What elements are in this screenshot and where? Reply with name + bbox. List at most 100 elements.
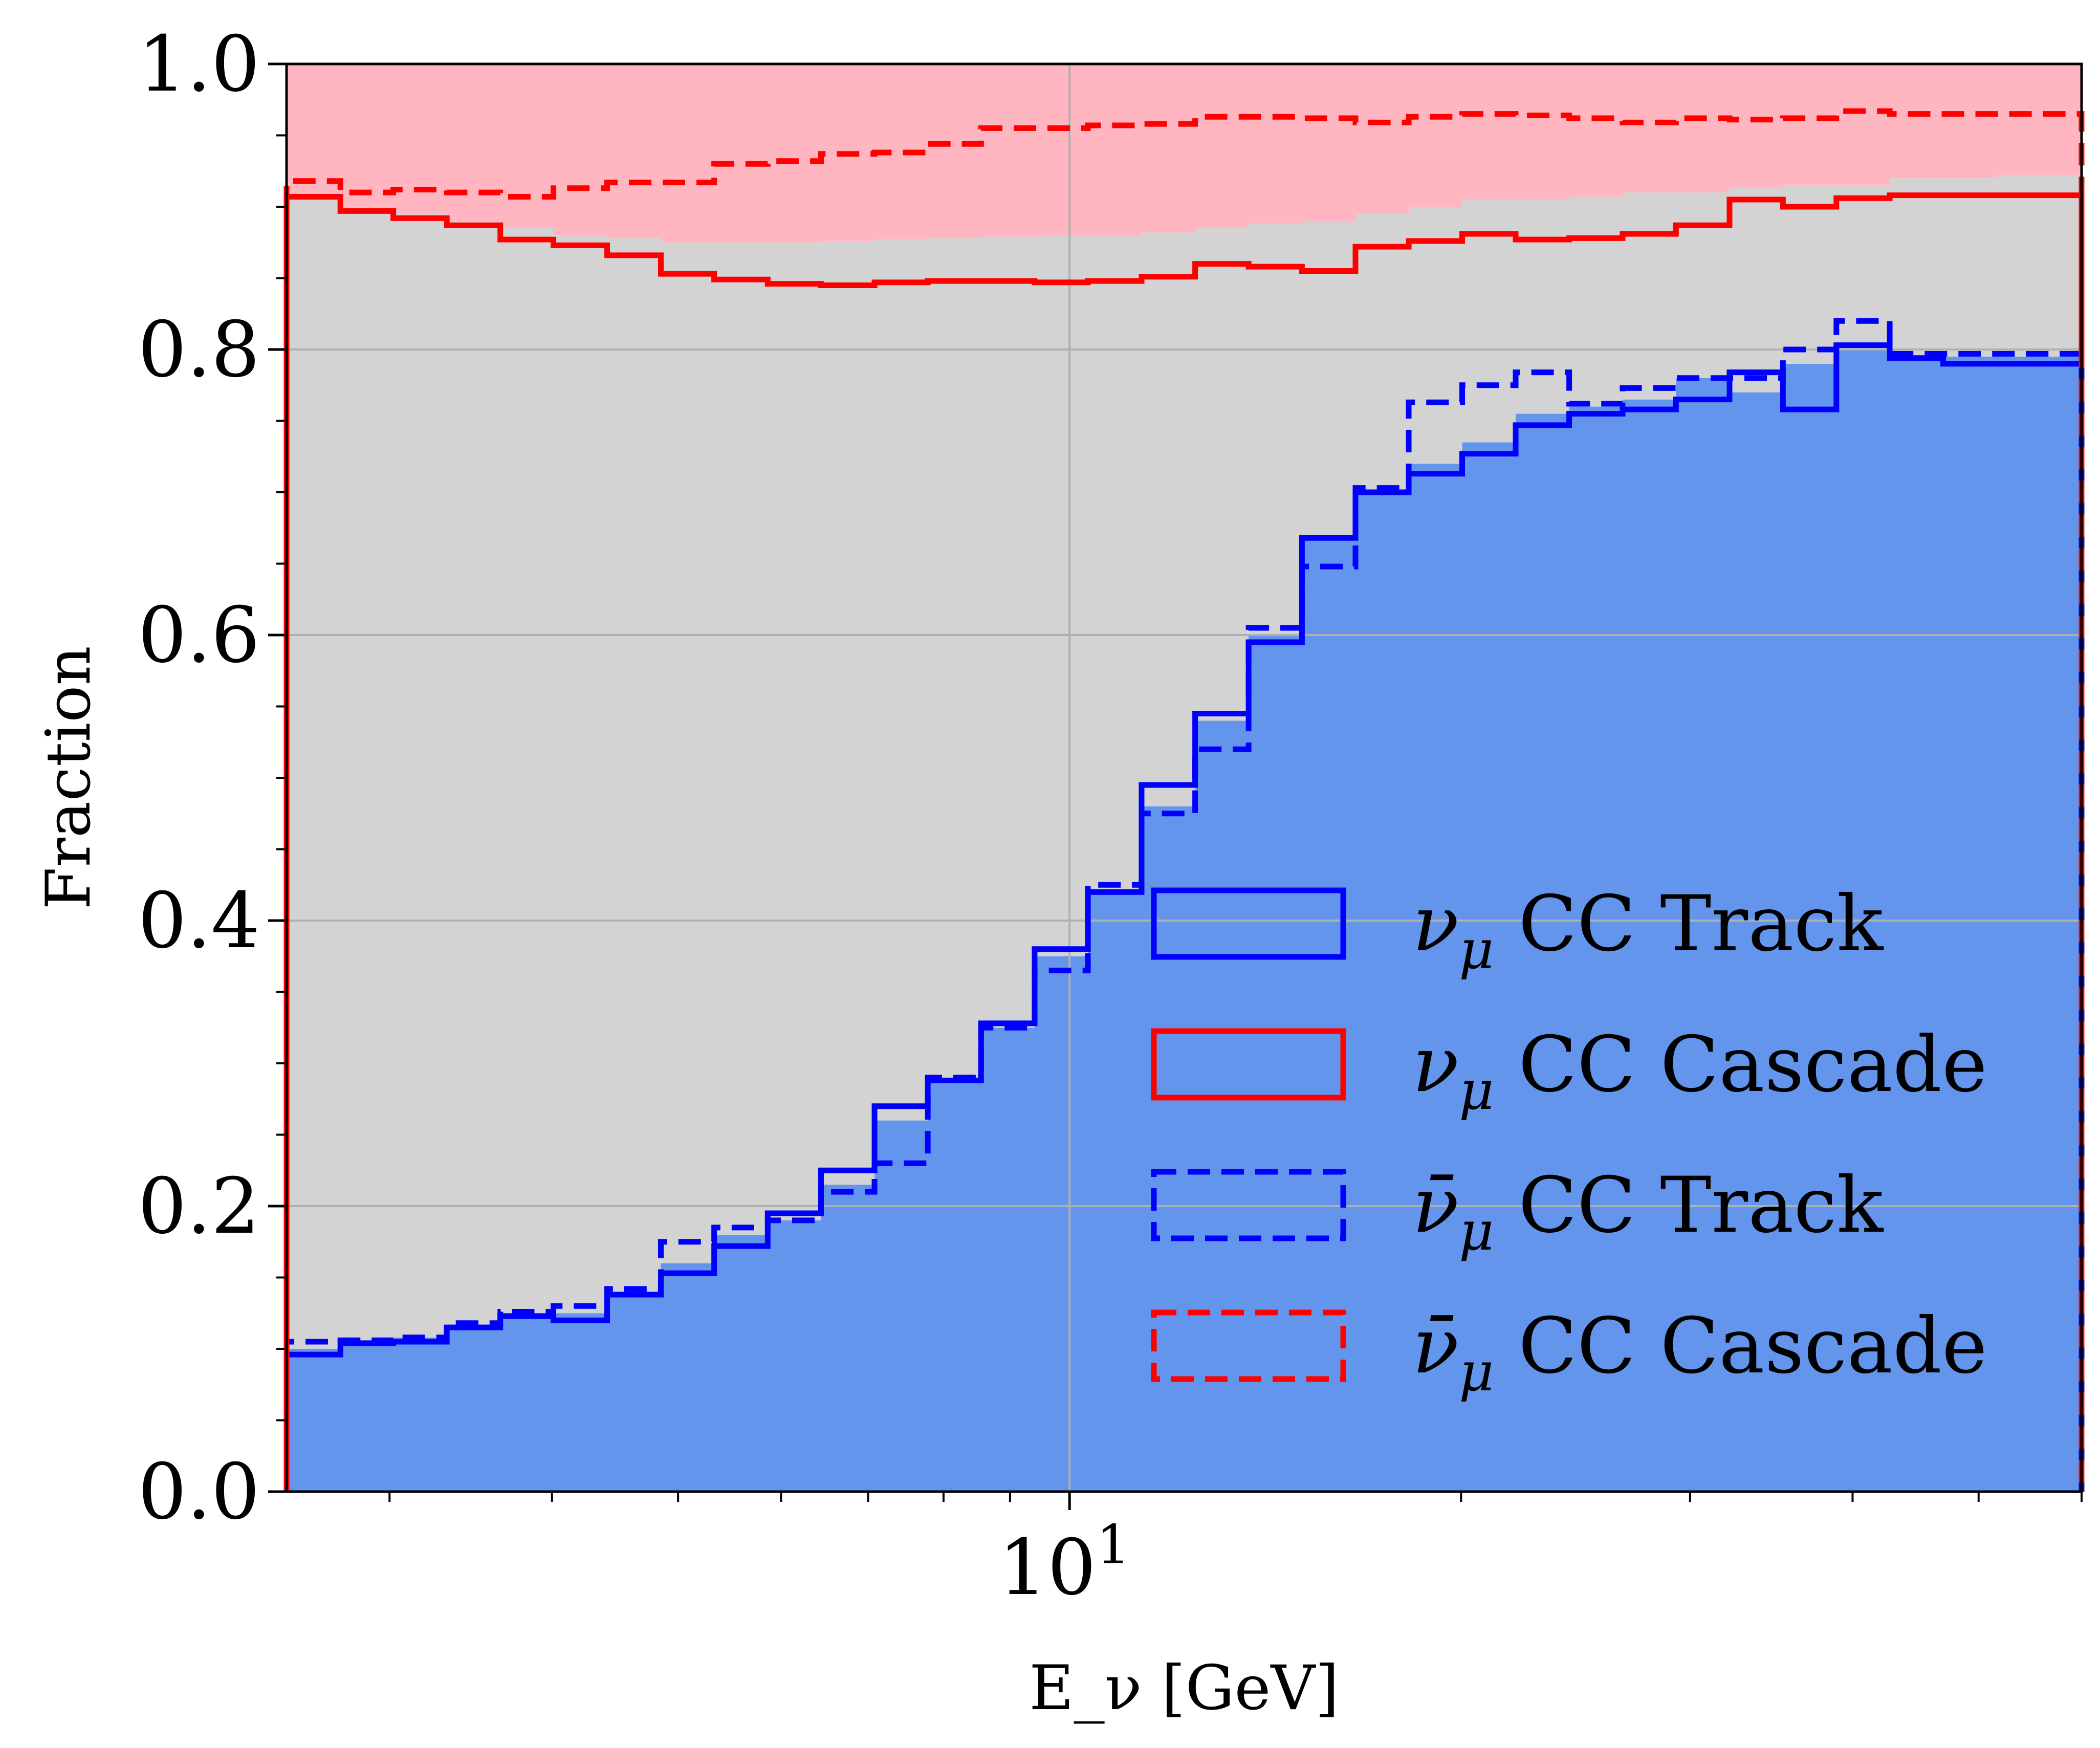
fill-cascade-bin <box>287 64 341 200</box>
fill-track-bin <box>1943 356 1997 1492</box>
fill-track-bin <box>874 1120 928 1492</box>
fill-track-bin <box>340 1342 394 1492</box>
y-tick-label: 0.8 <box>138 305 260 395</box>
fill-middle-bin <box>553 235 608 1314</box>
fill-middle-bin <box>1996 175 2050 357</box>
fill-middle-bin <box>1034 235 1088 956</box>
fill-cascade-bin <box>1836 64 1890 186</box>
fill-middle-bin <box>1836 185 1890 349</box>
fill-middle-bin <box>1462 200 1516 443</box>
fill-track-bin <box>928 1077 981 1492</box>
fill-track-bin <box>1195 720 1249 1492</box>
fill-middle-bin <box>928 238 981 1078</box>
y-axis-title: Fraction <box>33 646 104 910</box>
fill-cascade-bin <box>1569 64 1623 197</box>
fill-middle-bin <box>393 213 447 1338</box>
fill-middle-bin <box>607 238 662 1292</box>
y-tick-label: 0.4 <box>138 877 260 966</box>
fill-middle-bin <box>1569 196 1623 407</box>
fill-middle-bin <box>821 241 875 1185</box>
fill-cascade-bin <box>1034 64 1088 235</box>
legend-label: ν̄μ CC Cascade <box>1412 1302 1987 1403</box>
fill-cascade-bin <box>1088 64 1142 235</box>
y-tick-label: 0.0 <box>138 1448 260 1537</box>
fill-cascade-bin <box>928 64 981 238</box>
fill-track-bin <box>1462 442 1516 1492</box>
fill-cascade-bin <box>1462 64 1516 200</box>
legend-swatch <box>1151 1309 1346 1382</box>
fill-middle-bin <box>1890 178 1944 357</box>
fill-track-bin <box>393 1337 447 1492</box>
fill-middle-bin <box>1195 228 1249 721</box>
fill-cascade-bin <box>1302 64 1356 221</box>
fill-middle-bin <box>1729 188 1783 392</box>
fill-middle-bin <box>287 200 341 1349</box>
x-tick-label: 101 <box>998 1514 1130 1612</box>
series-line <box>283 192 2085 1492</box>
fill-track-bin <box>1783 363 1837 1492</box>
fill-track-bin <box>447 1324 501 1492</box>
fill-middle-bin <box>500 228 554 1318</box>
fill-middle-bin <box>768 242 822 1220</box>
fill-track-bin <box>1890 356 1944 1492</box>
fill-cascade-bin <box>1409 64 1463 207</box>
fill-middle-bin <box>874 239 928 1121</box>
fill-track-bin <box>1996 356 2050 1492</box>
legend-label: νμ CC Track <box>1412 880 1884 981</box>
legend: νμ CC Track νμ CC Cascade ν̄μ CC Track ν̄μ … <box>1151 880 1987 1403</box>
fill-track-bin <box>1088 892 1142 1492</box>
fill-cascade-bin <box>981 64 1035 237</box>
fill-cascade-bin <box>1729 64 1783 188</box>
fill-cascade-bin <box>714 64 768 243</box>
fill-track-bin <box>1034 956 1088 1492</box>
fill-middle-bin <box>1622 192 1676 400</box>
fill-middle-bin <box>1302 221 1356 535</box>
fill-cascade-bin <box>2050 64 2082 176</box>
fill-middle-bin <box>447 221 501 1325</box>
fill-cascade-bin <box>1676 64 1730 193</box>
x-axis-title: E_ν [GeV] <box>1029 1653 1339 1724</box>
fill-track-bin <box>981 1028 1035 1492</box>
fill-middle-bin <box>1943 178 1997 357</box>
fill-track-bin <box>821 1185 875 1492</box>
fill-middle-bin <box>714 242 768 1235</box>
series-lines <box>283 108 2085 1492</box>
fill-cascade-bin <box>1943 64 1997 179</box>
y-tick-label: 0.2 <box>138 1162 260 1251</box>
fill-track-bin <box>1569 406 1623 1492</box>
fill-cascade-bin <box>1890 64 1944 179</box>
legend-label: ν̄μ CC Track <box>1412 1161 1884 1262</box>
fill-cascade-bin <box>340 64 394 207</box>
fill-track-bin <box>500 1317 554 1492</box>
fill-middle-bin <box>1783 185 1837 364</box>
legend-swatch <box>1151 1169 1346 1241</box>
fill-cascade-bin <box>1516 64 1570 200</box>
fill-track-bin <box>607 1292 662 1492</box>
fill-middle-bin <box>661 242 715 1263</box>
fill-track-bin <box>1302 535 1356 1492</box>
fill-middle-bin <box>1409 207 1463 464</box>
fill-middle-bin <box>2050 175 2082 357</box>
fill-cascade-bin <box>607 64 662 238</box>
fill-track-bin <box>768 1220 822 1492</box>
fill-middle-bin <box>981 236 1035 1028</box>
fill-cascade-bin <box>1141 64 1196 233</box>
fill-track-bin <box>661 1263 715 1492</box>
fill-track-bin <box>553 1313 608 1492</box>
fill-cascade-bin <box>500 64 554 228</box>
stacked-fill-areas <box>287 64 2082 1492</box>
fill-track-bin <box>1676 378 1730 1492</box>
fill-track-bin <box>2050 356 2082 1492</box>
fill-track-bin <box>1516 413 1570 1492</box>
fill-track-bin <box>1355 492 1409 1492</box>
fill-track-bin <box>714 1234 768 1492</box>
series-line <box>283 108 2085 1492</box>
legend-swatch <box>1151 1028 1346 1101</box>
axes: 0.0 0.2 0.4 0.6 0.8 1.0 101 E_ν [GeV] Fraction <box>33 20 2083 1724</box>
fill-cascade-bin <box>768 64 822 243</box>
y-tick-label: 0.6 <box>138 591 260 680</box>
fill-cascade-bin <box>1996 64 2050 176</box>
fill-track-bin <box>287 1349 341 1492</box>
fill-middle-bin <box>340 207 394 1342</box>
fill-cascade-bin <box>553 64 608 235</box>
